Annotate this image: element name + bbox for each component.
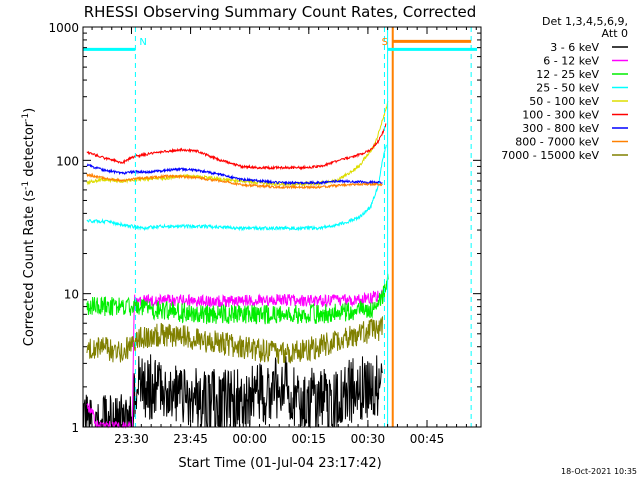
series-line-800-7000keV — [86, 172, 383, 190]
x-tick-label: 00:45 — [410, 432, 445, 446]
orbit-marker-label: S — [382, 37, 388, 48]
x-axis-label: Start Time (01-Jul-04 23:17:42) — [178, 456, 381, 471]
series-layer — [82, 100, 389, 429]
x-tick-label: 23:45 — [173, 432, 208, 446]
series-line-300-800keV — [86, 163, 383, 186]
y-axis-label: Corrected Count Rate (s-1 detector-1) — [21, 108, 37, 346]
orbit-marker-label: N — [139, 37, 146, 48]
legend-label: 12 - 25 keV — [536, 68, 599, 81]
y-tick-label: 1000 — [48, 21, 79, 35]
y-axis-label-sup2: -1 — [21, 113, 31, 122]
x-tick-label: 23:30 — [114, 432, 149, 446]
legend-label: 3 - 6 keV — [550, 41, 599, 54]
series-line-25-50keV — [86, 144, 387, 232]
legend-label: 6 - 12 keV — [543, 55, 599, 68]
legend-header: Att 0 — [602, 27, 628, 40]
y-axis-label-end: ) — [22, 108, 37, 113]
y-tick-label: 100 — [56, 154, 79, 168]
series-line-100-300keV — [86, 123, 387, 171]
y-axis-label-main: Corrected Count Rate (s — [22, 190, 37, 347]
series-line-3-6keV — [82, 354, 383, 429]
legend-label: 7000 - 15000 keV — [501, 149, 599, 162]
series-line-7000-15000keV — [86, 316, 383, 364]
y-tick-label: 1 — [71, 421, 79, 435]
legend-label: 100 - 300 keV — [522, 109, 599, 122]
x-tick-label: 00:30 — [351, 432, 386, 446]
legend-label: 25 - 50 keV — [536, 82, 599, 95]
legend-header: Det 1,3,4,5,6,9, — [542, 15, 628, 28]
legend-label: 50 - 100 keV — [529, 95, 599, 108]
y-axis-label-sup1: -1 — [21, 181, 31, 190]
series-line-12-25keV — [86, 273, 389, 325]
plot-frame — [82, 26, 482, 428]
series-line-50-100keV — [86, 100, 389, 188]
generation-timestamp: 18-Oct-2021 10:35 — [561, 467, 637, 476]
legend-label: 300 - 800 keV — [522, 122, 599, 135]
x-tick-label: 00:00 — [232, 432, 267, 446]
y-axis-label-mid: detector — [22, 121, 37, 181]
x-tick-label: 00:15 — [291, 432, 326, 446]
axis-layer: 23:30 23:45 00:00 00:15 00:30 00:45 1 10 100 1000 — [48, 21, 481, 446]
chart-title: RHESSI Observing Summary Count Rates, Co… — [84, 3, 477, 21]
y-tick-label: 10 — [64, 288, 79, 302]
legend-label: 800 - 7000 keV — [515, 136, 599, 149]
